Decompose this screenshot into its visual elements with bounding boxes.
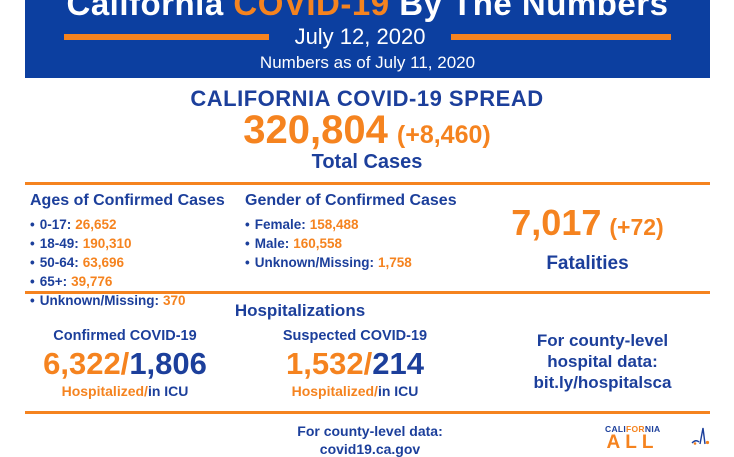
gender-value: 1,758 [377, 255, 412, 270]
page-title-prefix: California [66, 0, 234, 22]
agency-logo-icon [686, 427, 712, 450]
orange-divider-middle [25, 291, 710, 294]
ages-list: • 0-17: 26,652 • 18-49: 190,310 • 50-64: 63,69… [30, 215, 242, 310]
age-range-label: 18-49: [39, 236, 79, 251]
spread-section-heading: CALIFORNIA COVID-19 SPREAD [190, 86, 544, 111]
page-title-suffix: By The Numbers [389, 0, 669, 22]
hospitalized-caption: Hospitalized/ [61, 383, 148, 399]
suspected-hospitalized-value: 1,532/ [286, 346, 373, 381]
bullet-icon: • [30, 217, 35, 232]
confirmed-numbers: 6,322/1,806 [20, 346, 230, 382]
bullet-icon: • [245, 255, 250, 270]
fatalities-row: 7,017 (+72) [470, 202, 705, 244]
age-range-label: Unknown/Missing: [39, 293, 159, 308]
logo-text: NIA [644, 424, 661, 434]
ages-heading: Ages of Confirmed Cases [30, 192, 225, 209]
list-item: • Male: 160,558 [245, 234, 470, 253]
icu-caption: in ICU [147, 383, 189, 399]
list-item: • 0-17: 26,652 [30, 215, 242, 234]
page-title-accent: COVID-19 [233, 0, 390, 22]
new-cases-value: (+8,460) [396, 121, 491, 149]
age-range-label: 65+: [39, 274, 68, 289]
note-line: hospital data: [547, 352, 658, 371]
new-fatalities-value: (+72) [609, 214, 664, 240]
gender-value: 158,488 [309, 217, 359, 232]
header-banner: California COVID-19 By The Numbers July … [25, 0, 710, 78]
gender-value: 160,558 [293, 236, 343, 251]
icu-caption: in ICU [377, 383, 419, 399]
total-cases-row: 320,804 (+8,460) [0, 108, 734, 153]
suspected-title: Suspected COVID-19 [282, 328, 428, 344]
confirmed-icu-value: 1,806 [129, 346, 207, 381]
age-range-label: 50-64: [39, 255, 79, 270]
bullet-icon: • [245, 236, 250, 251]
orange-divider-bottom [25, 411, 710, 414]
total-cases-value: 320,804 [243, 108, 388, 152]
hospitalizations-heading: Hospitalizations [234, 301, 366, 320]
fatalities-section: 7,017 (+72) Fatalities [470, 192, 705, 275]
california-all-logo-wordmark: CALIFORNIA [605, 424, 660, 434]
suspected-caption: Hospitalized/in ICU [250, 383, 460, 399]
confirmed-title: Confirmed COVID-19 [53, 328, 197, 344]
county-data-link[interactable]: covid19.ca.gov [319, 441, 421, 457]
gender-section: Gender of Confirmed Cases • Female: 158,48… [245, 192, 470, 272]
suspected-icu-value: 214 [372, 346, 424, 381]
list-item: • Unknown/Missing: 370 [30, 291, 242, 310]
age-range-value: 26,652 [75, 217, 117, 232]
bullet-icon: • [30, 274, 35, 289]
confirmed-hospitalizations-block: Confirmed COVID-19 6,322/1,806 Hospitali… [20, 328, 230, 399]
bullet-icon: • [245, 217, 250, 232]
county-hospital-data-note: For county-level hospital data: bit.ly/h… [490, 330, 715, 393]
list-item: • 18-49: 190,310 [30, 234, 242, 253]
logo-text-accent: FOR [626, 424, 645, 434]
logo-text: CALI [605, 424, 627, 434]
list-item: • Unknown/Missing: 1,758 [245, 253, 470, 272]
suspected-numbers: 1,532/214 [250, 346, 460, 382]
total-cases-label: Total Cases [311, 151, 423, 173]
confirmed-caption: Hospitalized/in ICU [20, 383, 230, 399]
age-range-value: 39,776 [71, 274, 113, 289]
list-item: • 50-64: 63,696 [30, 253, 242, 272]
ages-section: Ages of Confirmed Cases • 0-17: 26,652 • 18… [30, 192, 242, 310]
gender-label: Female: [254, 217, 306, 232]
date-rule-left [63, 34, 269, 40]
note-line: For county-level [536, 331, 669, 350]
list-item: • 65+: 39,776 [30, 272, 242, 291]
numbers-as-of: Numbers as of July 11, 2020 [259, 53, 476, 72]
list-item: • Female: 158,488 [245, 215, 470, 234]
bullet-icon: • [30, 293, 35, 308]
gender-label: Unknown/Missing: [254, 255, 374, 270]
fatalities-label: Fatalities [546, 253, 629, 274]
age-range-value: 190,310 [82, 236, 132, 251]
hospitalized-caption: Hospitalized/ [291, 383, 378, 399]
orange-divider-top [25, 182, 710, 185]
suspected-hospitalizations-block: Suspected COVID-19 1,532/214 Hospitalize… [250, 328, 460, 399]
fatalities-value: 7,017 [511, 202, 602, 243]
gender-heading: Gender of Confirmed Cases [245, 192, 457, 209]
page-title: California COVID-19 By The Numbers [67, 0, 669, 22]
report-date: July 12, 2020 [294, 24, 426, 49]
hospital-data-link[interactable]: bit.ly/hospitalsca [533, 373, 672, 392]
california-all-logo-all-text: ALL [606, 432, 659, 453]
age-range-label: 0-17: [39, 217, 72, 232]
california-all-logo: CALIFORNIA ALL [605, 424, 660, 452]
date-rule-right [451, 34, 672, 40]
gender-list: • Female: 158,488 • Male: 160,558 • Unknown/M… [245, 215, 470, 272]
age-range-value: 63,696 [82, 255, 125, 270]
bullet-icon: • [30, 236, 35, 251]
bullet-icon: • [30, 255, 35, 270]
county-data-label: For county-level data: [297, 423, 443, 439]
date-row: July 12, 2020 [63, 24, 672, 49]
gender-label: Male: [254, 236, 290, 251]
age-range-value: 370 [162, 293, 186, 308]
confirmed-hospitalized-value: 6,322/ [43, 346, 130, 381]
